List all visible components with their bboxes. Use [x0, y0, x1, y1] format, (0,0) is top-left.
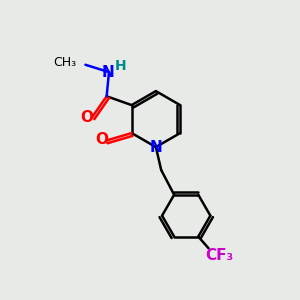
Text: CH₃: CH₃: [53, 56, 76, 69]
Text: O: O: [80, 110, 93, 125]
Text: N: N: [102, 64, 115, 80]
Text: CF₃: CF₃: [205, 248, 233, 263]
Text: O: O: [95, 132, 108, 147]
Text: H: H: [114, 58, 126, 73]
Text: N: N: [150, 140, 163, 155]
